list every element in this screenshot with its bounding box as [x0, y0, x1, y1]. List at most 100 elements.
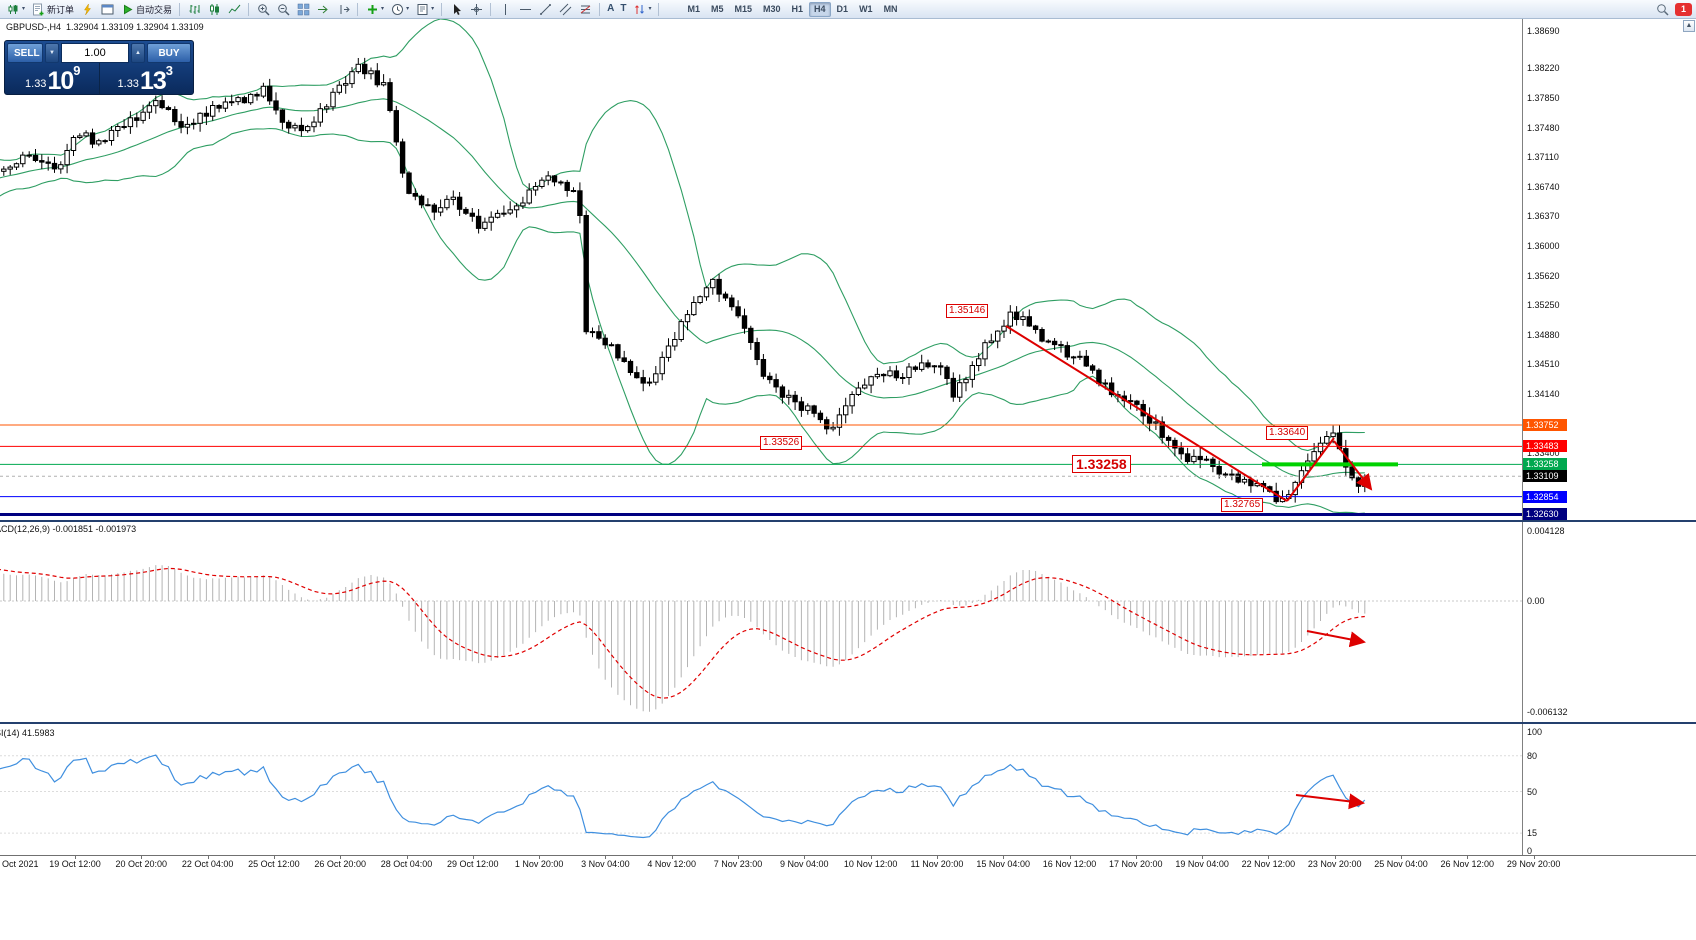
- search-button[interactable]: [1653, 1, 1671, 17]
- cursor-button[interactable]: [447, 1, 465, 17]
- time-axis-tickmark: [539, 855, 541, 859]
- timeframe-m5-button[interactable]: M5: [710, 3, 724, 14]
- timeframe-h4-button[interactable]: H4: [809, 1, 831, 17]
- timeframe-m15-button[interactable]: M15: [734, 3, 752, 14]
- sell-button[interactable]: SELL: [7, 43, 43, 63]
- price-annotation-label[interactable]: 1.33526: [760, 436, 803, 450]
- candlestick-chart-icon: [207, 2, 221, 16]
- time-axis-tickmark: [936, 855, 938, 859]
- ask-price[interactable]: 1.33 13 3: [100, 63, 192, 94]
- text-tool-button[interactable]: A: [605, 1, 616, 17]
- vertical-line-tool-button[interactable]: [496, 1, 514, 17]
- panel-separator[interactable]: [0, 520, 1696, 522]
- trendline-tool-button[interactable]: [536, 1, 554, 17]
- timeframe-m1-button[interactable]: M1: [687, 3, 700, 14]
- scroll-up-button[interactable]: ▲: [1683, 20, 1695, 32]
- time-axis-tickmark: [1533, 855, 1535, 859]
- zoom-out-button[interactable]: [274, 1, 292, 17]
- price-axis-tick: 1.37480: [1527, 122, 1560, 133]
- rsi-axis-tick: 0: [1527, 846, 1533, 856]
- time-axis-tickmark: [1069, 855, 1071, 859]
- new-order-button[interactable]: 新订单: [29, 1, 76, 17]
- dropdown-caret-icon: ▾: [648, 6, 652, 12]
- cursor-icon: [449, 2, 463, 16]
- template-icon: [415, 2, 429, 16]
- market-watch-button[interactable]: [98, 1, 116, 17]
- bid-prefix: 1.33: [25, 78, 47, 90]
- chart-shift-button[interactable]: [334, 1, 352, 17]
- timeframe-mn-button[interactable]: MN: [883, 3, 898, 14]
- mql-wizard-button[interactable]: [78, 1, 96, 17]
- price-axis-tick: 1.37110: [1527, 152, 1559, 163]
- rsi-axis-tick: 80: [1527, 750, 1538, 761]
- crosshair-button[interactable]: [467, 1, 485, 17]
- time-axis-label: 11 Nov 20:00: [910, 859, 964, 869]
- price-axis-tick: 1.33400: [1527, 448, 1560, 459]
- main-chart-panel[interactable]: [0, 19, 1522, 516]
- text-label-tool-button[interactable]: T: [618, 1, 628, 17]
- time-axis[interactable]: Oct 2021 19 Oct 12:00 20 Oct 20:00 22 Oct 0…: [0, 855, 1696, 876]
- panel-separator[interactable]: [0, 722, 1696, 724]
- price-annotation-label[interactable]: 1.35146: [946, 304, 989, 318]
- time-axis-label: 25 Oct 12:00: [248, 859, 300, 869]
- timeframe-d1-button[interactable]: D1: [836, 3, 849, 14]
- notification-badge[interactable]: 1: [1675, 2, 1692, 16]
- toolbar-separator: [179, 2, 181, 16]
- time-axis-tickmark: [870, 855, 872, 859]
- bid-price[interactable]: 1.33 10 9: [7, 63, 100, 94]
- auto-scroll-button[interactable]: [314, 1, 332, 17]
- horizontal-line-tool-button[interactable]: [516, 1, 534, 17]
- lot-increase-button[interactable]: ▲: [131, 43, 145, 63]
- tile-windows-icon: [296, 2, 310, 16]
- bar-chart-icon: [187, 2, 201, 16]
- autotrade-button[interactable]: 自动交易: [118, 1, 174, 17]
- time-axis-tickmark: [804, 855, 806, 859]
- lot-decrease-button[interactable]: ▼: [45, 43, 59, 63]
- candle-chart-type-button[interactable]: [205, 1, 223, 17]
- search-icon: [1655, 2, 1669, 16]
- fibonacci-tool-button[interactable]: [576, 1, 594, 17]
- current-price-label: 1.33109: [1523, 470, 1567, 483]
- channel-tool-button[interactable]: [556, 1, 574, 17]
- time-axis-border: [0, 855, 1696, 856]
- new-order-label: 新订单: [47, 4, 75, 15]
- new-chart-icon: [6, 2, 20, 16]
- price-annotation-label[interactable]: 1.32765: [1221, 498, 1264, 512]
- arrows-tool-button[interactable]: ▾: [630, 1, 653, 17]
- line-chart-type-button[interactable]: [225, 1, 243, 17]
- timeframe-m30-button[interactable]: M30: [763, 3, 781, 14]
- zoom-in-button[interactable]: [254, 1, 272, 17]
- periods-button[interactable]: ▾: [388, 1, 411, 17]
- red-annotations[interactable]: [1005, 325, 1373, 810]
- new-chart-button[interactable]: ▾: [4, 1, 27, 17]
- time-axis-label: 25 Nov 04:00: [1374, 859, 1428, 869]
- bar-chart-type-button[interactable]: [185, 1, 203, 17]
- macd-axis-zero: 0.00: [1527, 596, 1545, 606]
- time-axis-label: 15 Nov 04:00: [976, 859, 1030, 869]
- price-axis[interactable]: 0.004128 0.00 -0.006132 1.38690 1.38220 1.…: [1523, 0, 1695, 940]
- time-axis-label: 1 Nov 20:00: [514, 859, 564, 869]
- templates-button[interactable]: ▾: [413, 1, 436, 17]
- macd-axis-max: 0.004128: [1527, 526, 1565, 536]
- timeframe-w1-button[interactable]: W1: [859, 3, 873, 14]
- indicators-button[interactable]: ▾: [363, 1, 386, 17]
- chart-shift-icon: [336, 2, 350, 16]
- price-annotation-label[interactable]: 1.33258: [1072, 455, 1131, 473]
- time-axis-tickmark: [1268, 855, 1270, 859]
- time-axis-tickmark: [605, 855, 607, 859]
- rsi-indicator-label: SI(14) 41.5983: [0, 728, 55, 738]
- price-axis-tick: 1.35250: [1527, 300, 1560, 311]
- price-annotation-label[interactable]: 1.33640: [1266, 426, 1309, 440]
- ask-pipette: 3: [165, 63, 173, 78]
- lot-size-input[interactable]: [61, 43, 129, 63]
- time-axis-tickmark: [1202, 855, 1204, 859]
- time-axis-tickmark: [406, 855, 408, 859]
- time-axis-label: 16 Nov 12:00: [1042, 859, 1097, 869]
- price-axis-tick: 1.34140: [1527, 388, 1560, 399]
- timeframe-h1-button[interactable]: H1: [791, 3, 804, 14]
- buy-button[interactable]: BUY: [147, 43, 191, 63]
- ask-big-digits: 13: [139, 67, 167, 95]
- trendline-icon: [538, 2, 552, 16]
- tile-windows-button[interactable]: [294, 1, 312, 17]
